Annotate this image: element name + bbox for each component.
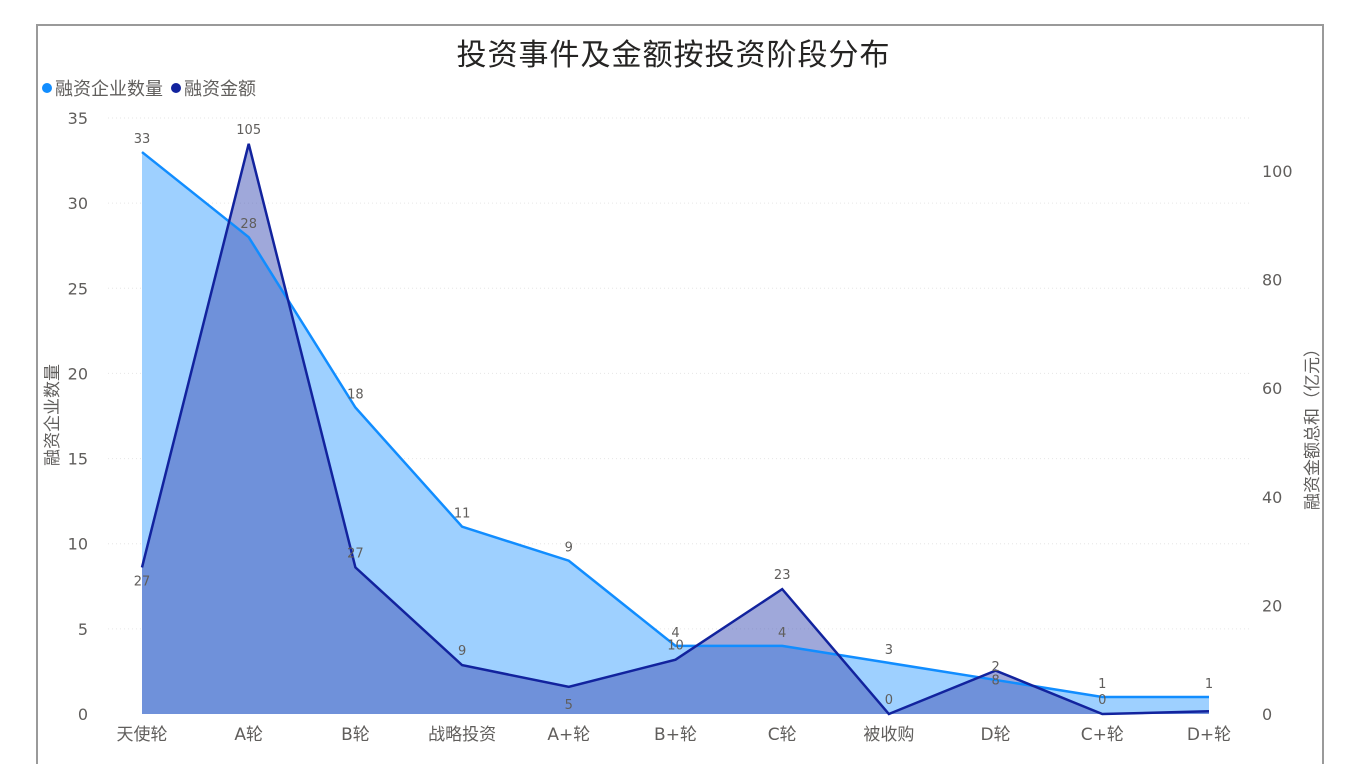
left-axis-tick: 15 (68, 450, 88, 469)
count-data-label: 28 (240, 217, 257, 232)
amount-data-label: 9 (458, 644, 466, 659)
legend-dot-icon (171, 83, 181, 93)
left-axis-title: 融资企业数量 (43, 364, 63, 466)
amount-data-label: 10 (667, 639, 684, 654)
legend-dot-icon (42, 83, 52, 93)
count-data-label: 18 (347, 387, 364, 402)
legend-item-count[interactable]: 融资企业数量 (42, 75, 163, 101)
right-axis-tick: 100 (1262, 162, 1293, 181)
count-area[interactable] (142, 152, 1209, 715)
right-axis-tick: 20 (1262, 596, 1282, 615)
count-data-label: 4 (671, 626, 679, 641)
count-data-label: 1 (1098, 677, 1106, 692)
right-axis-tick: 60 (1262, 379, 1282, 398)
amount-data-label: 0 (885, 693, 893, 708)
amount-data-label: 8 (991, 674, 999, 689)
chart-frame (36, 24, 1324, 764)
legend-item-amount[interactable]: 融资金额 (171, 75, 256, 101)
legend-label: 融资企业数量 (55, 79, 163, 100)
amount-data-label: 23 (774, 568, 791, 583)
left-axis-tick: 30 (68, 194, 88, 213)
amount-data-label: 0 (1098, 693, 1106, 708)
right-axis-tick: 80 (1262, 271, 1282, 290)
x-axis-category: C轮 (768, 725, 797, 745)
right-axis-tick: 40 (1262, 488, 1282, 507)
x-axis-category: B轮 (341, 725, 370, 745)
count-data-label: 2 (991, 660, 999, 675)
x-axis-category: B+轮 (654, 725, 697, 745)
left-axis-tick: 25 (68, 279, 88, 298)
x-axis-category: C+轮 (1081, 725, 1124, 745)
amount-data-label: 27 (134, 574, 151, 589)
count-data-label: 3 (885, 643, 893, 658)
count-data-label: 4 (778, 626, 786, 641)
left-axis-tick: 5 (78, 620, 88, 639)
x-axis-category: 天使轮 (117, 724, 168, 745)
legend-label: 融资金额 (184, 79, 256, 100)
left-axis-tick: 0 (78, 705, 88, 724)
x-axis-category: A+轮 (547, 725, 590, 745)
right-axis-title: 融资金额总和（亿元） (1303, 340, 1323, 510)
x-axis-category: D+轮 (1187, 725, 1231, 745)
left-axis-tick: 35 (68, 109, 88, 128)
count-data-label: 1 (1205, 677, 1213, 692)
left-axis-tick: 10 (68, 535, 88, 554)
right-axis-tick: 0 (1262, 705, 1272, 724)
amount-data-label: 105 (236, 123, 261, 138)
amount-data-label: 27 (347, 546, 364, 561)
amount-data-label: 5 (565, 698, 573, 713)
x-axis-category: A轮 (234, 725, 263, 745)
count-data-label: 11 (454, 507, 471, 522)
x-axis-category: 被收购 (863, 725, 914, 745)
left-axis-tick: 20 (68, 364, 88, 383)
legend: 融资企业数量 融资金额 (42, 75, 264, 101)
amount-line[interactable] (140, 143, 1210, 716)
plot-area[interactable] (140, 143, 1210, 716)
count-data-label: 9 (565, 541, 573, 556)
x-axis-category: 战略投资 (428, 725, 496, 745)
x-axis-category: D轮 (981, 725, 1011, 745)
amount-area[interactable] (142, 143, 1209, 715)
count-data-label: 33 (134, 132, 151, 147)
chart-title: 投资事件及金额按投资阶段分布 (456, 38, 891, 73)
